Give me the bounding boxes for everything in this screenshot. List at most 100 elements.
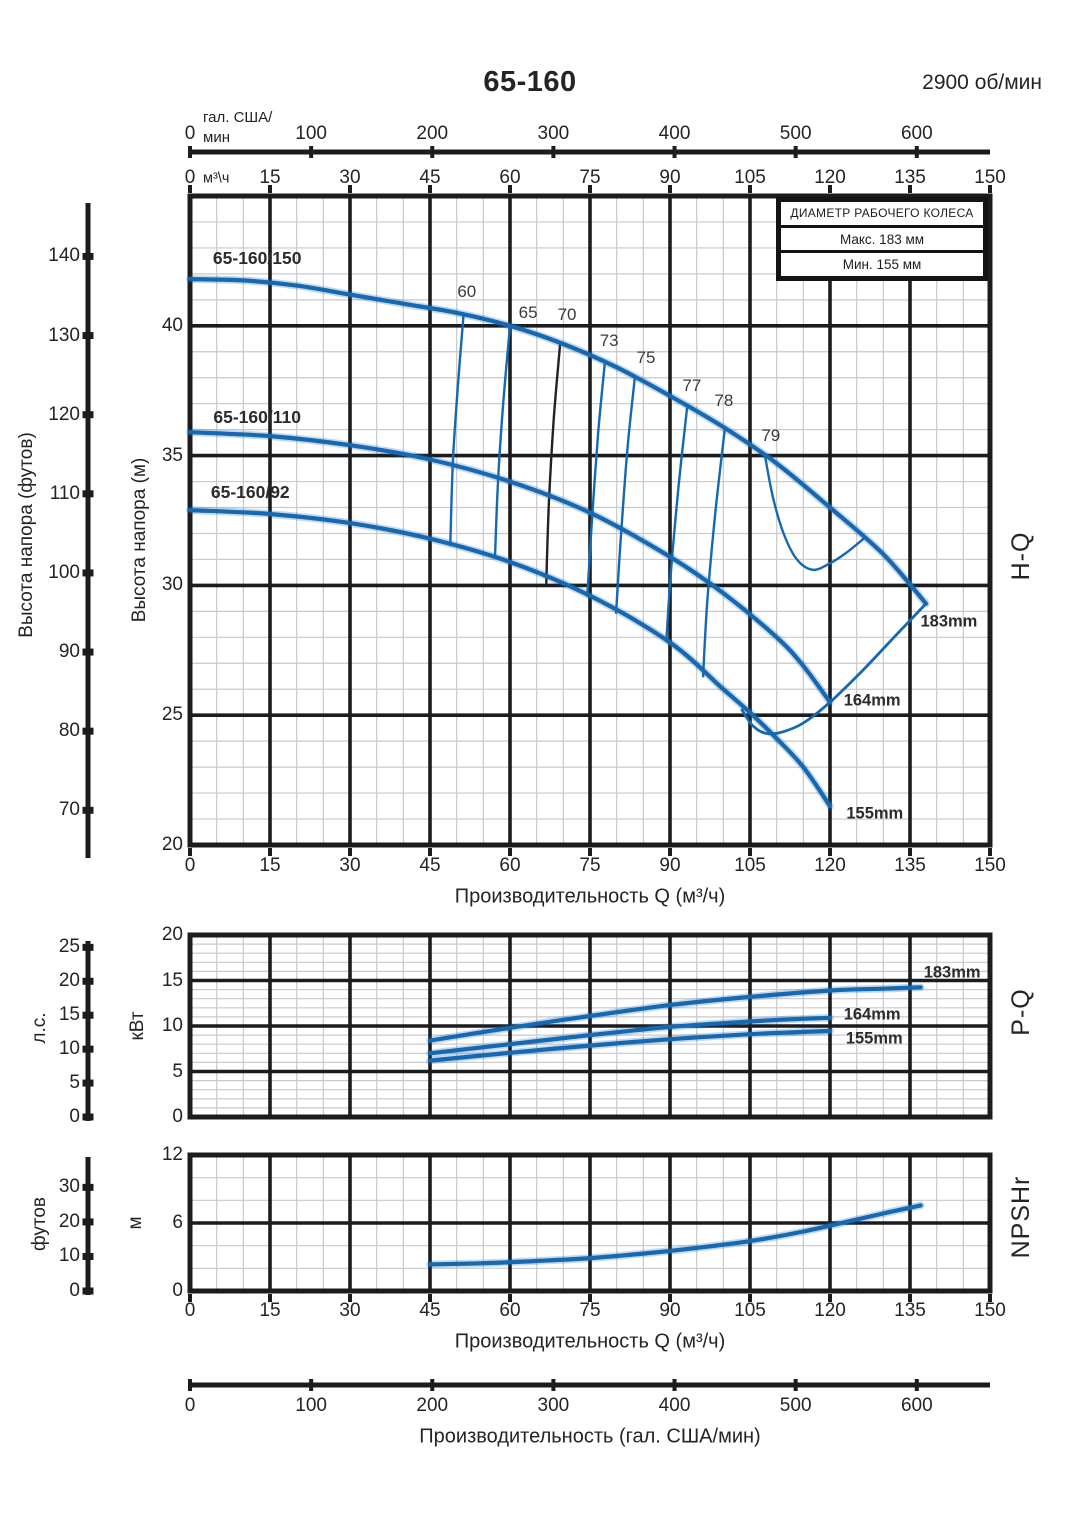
hq-imperial-tick: 120 [48, 403, 80, 425]
npsh-x-tick: 0 [184, 1300, 196, 1322]
pq-metric-tick: 20 [161, 924, 183, 946]
hq-x-tick: 90 [659, 855, 681, 877]
pq-imperial-tick: 20 [58, 970, 80, 992]
m3h-top-tick: 0 [184, 167, 196, 189]
npsh-x-tick: 105 [734, 1300, 766, 1322]
pq-metric-tick: 0 [172, 1106, 183, 1128]
gal-bottom-tick: 500 [779, 1395, 812, 1417]
impeller-legend: ДИАМЕТР РАБОЧЕГО КОЛЕСА Макс. 183 мм Мин… [776, 197, 988, 281]
hq-label-79: 79 [761, 426, 781, 446]
hq-label-73: 73 [599, 331, 619, 351]
npsh-imperial-tick: 10 [58, 1245, 80, 1267]
pq-imperial-tick: 5 [69, 1072, 80, 1094]
pq-imperial-tick: 25 [58, 936, 80, 958]
pq-ylabel-kw: кВт [127, 1011, 149, 1041]
hq-label-155mm: 155mm [846, 804, 904, 823]
npsh-metric-tick: 12 [161, 1144, 183, 1166]
gal-top-tick: 100 [295, 123, 327, 145]
gal-xlabel: Производительность (гал. США/мин) [419, 1425, 761, 1448]
hq-label-65-160-92: 65-160/92 [210, 481, 290, 502]
hq-iso-77 [665, 406, 689, 643]
hq-metric-tick: 40 [161, 314, 183, 336]
gal-bottom-axis [190, 1382, 990, 1388]
npsh-x-tick: 120 [814, 1300, 846, 1322]
hq-iso-envelope [740, 602, 928, 736]
hq-imperial-tick: 110 [49, 482, 80, 504]
legend-min-diameter: Мин. 155 мм [781, 253, 983, 277]
hq-metric-tick: 25 [161, 704, 183, 726]
m3h-top-tick: 60 [499, 167, 521, 189]
hq-label-183mm: 183mm [920, 612, 978, 631]
npsh-ylabel-meters: м [125, 1216, 147, 1230]
hq-xlabel: Производительность Q (м³/ч) [454, 885, 726, 908]
npsh-border [187, 1152, 993, 1294]
m3h-top-tick: 120 [814, 167, 846, 189]
pq-curve-155mm [427, 1028, 833, 1063]
hq-label-164mm: 164mm [843, 691, 901, 710]
hq-metric-tick: 30 [161, 574, 183, 596]
npsh-imperial-tick: 30 [58, 1176, 80, 1198]
hq-curve-155mm [187, 508, 833, 809]
pq-imperial-tick: 10 [58, 1038, 80, 1060]
pq-imperial-tick: 0 [69, 1106, 80, 1128]
hq-label-60: 60 [457, 282, 477, 302]
hq-section-label: H-Q [1006, 531, 1035, 581]
hq-metric-tick: 35 [161, 444, 183, 466]
m3h-top-tick: 75 [579, 167, 601, 189]
npsh-imperial-axis [85, 1157, 91, 1295]
pq-ylabel-hp: л.с. [29, 1012, 51, 1044]
hq-x-tick: 135 [894, 855, 926, 877]
hq-x-tick: 105 [734, 855, 766, 877]
npsh-curve-NPSHr [427, 1203, 923, 1267]
m3h-top-tick: 30 [339, 167, 361, 189]
hq-iso-79 [763, 454, 865, 572]
m3h-top-tick: 90 [659, 167, 681, 189]
hq-ylabel-meters: Высота напора (м) [129, 457, 151, 623]
page-title: 65-160 [483, 65, 577, 98]
hq-metric-tick: 20 [161, 834, 183, 856]
npsh-section-label: NPSHr [1006, 1175, 1035, 1259]
hq-imperial-tick: 140 [48, 245, 80, 267]
gal-top-tick: 200 [416, 123, 449, 145]
npsh-x-tick: 60 [499, 1300, 521, 1322]
npsh-xlabel: Производительность Q (м³/ч) [454, 1330, 726, 1353]
m3h-top-tick: 105 [734, 167, 766, 189]
npsh-metric-tick: 0 [172, 1280, 183, 1302]
gal-bottom-tick: 300 [537, 1395, 570, 1417]
pq-metric-tick: 5 [172, 1060, 183, 1082]
gal-top-tick: 600 [900, 123, 933, 145]
pq-metric-tick: 10 [161, 1015, 183, 1037]
pq-label-164mm: 164mm [843, 1005, 901, 1024]
pq-imperial-axis [85, 941, 91, 1121]
hq-imperial-axis [85, 203, 91, 858]
gal-bottom-tick: 600 [900, 1395, 933, 1417]
gal-bottom-tick: 0 [184, 1395, 196, 1417]
hq-x-tick: 45 [419, 855, 441, 877]
hq-imperial-tick: 90 [58, 641, 80, 663]
hq-x-tick: 30 [339, 855, 361, 877]
npsh-x-tick: 30 [339, 1300, 361, 1322]
m3h-axis-unit: м³\ч [203, 170, 230, 187]
hq-imperial-tick: 100 [48, 561, 80, 583]
gal-top-tick: 400 [658, 123, 691, 145]
pq-metric-tick: 15 [161, 969, 183, 991]
pq-section-label: P-Q [1006, 988, 1035, 1036]
npsh-x-tick: 15 [259, 1300, 281, 1322]
hq-imperial-tick: 80 [58, 720, 80, 742]
hq-iso-75 [614, 376, 636, 614]
npsh-imperial-tick: 20 [58, 1210, 80, 1232]
m3h-top-tick: 135 [894, 167, 926, 189]
hq-ylabel-feet: Высота напора (футов) [16, 432, 38, 638]
hq-label-78: 78 [714, 391, 734, 411]
hq-label-65-160-150: 65-160/150 [212, 248, 302, 269]
npsh-imperial-tick: 0 [69, 1280, 80, 1302]
pq-label-183mm: 183mm [923, 963, 981, 982]
hq-label-77: 77 [682, 375, 702, 395]
legend-title: ДИАМЕТР РАБОЧЕГО КОЛЕСА [781, 202, 983, 225]
gal-top-tick: 0 [184, 123, 196, 145]
hq-iso-78 [701, 427, 727, 678]
hq-iso-73 [586, 360, 607, 597]
npsh-x-tick: 45 [419, 1300, 441, 1322]
